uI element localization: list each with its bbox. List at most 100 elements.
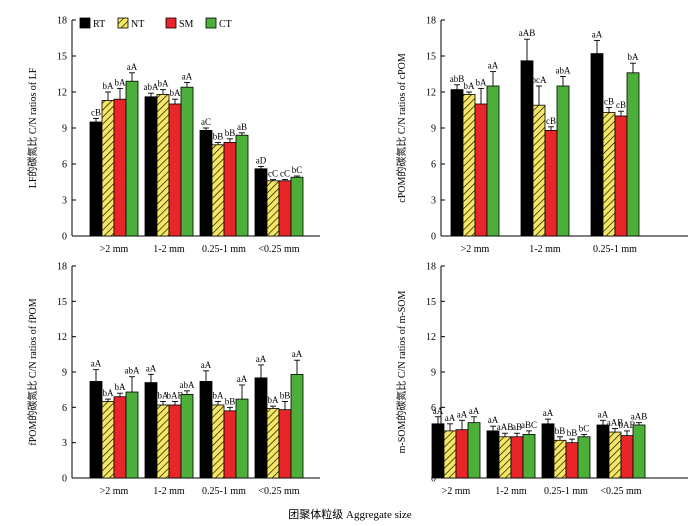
bar-sm <box>614 115 628 237</box>
bar-sm <box>474 103 488 237</box>
y-tick-label: 3 <box>431 196 436 207</box>
significance-label: bA <box>268 395 280 405</box>
bar-sm <box>223 141 237 237</box>
x-tick-label: >2 mm <box>100 244 129 255</box>
y-tick-label: 9 <box>431 368 436 379</box>
bar-nt <box>211 404 225 479</box>
y-tick-label: 18 <box>426 16 436 27</box>
significance-label: aBC <box>521 420 537 430</box>
significance-label: aAB <box>631 412 648 422</box>
bar-ct <box>235 398 249 479</box>
y-tick-label: 15 <box>57 297 67 308</box>
panel-cpom: 0 3 6 9 12 15 18 cPOM的碳氮比 C/N ratios of cPOM abB… <box>395 16 688 255</box>
bar-ct <box>290 373 304 479</box>
bar-rt <box>450 89 464 237</box>
x-tick-label: 1-2 mm <box>529 244 561 255</box>
bar-sm <box>510 436 524 479</box>
significance-label: bB <box>225 396 236 406</box>
bar-rt <box>89 121 103 237</box>
y-tick-label: 6 <box>62 403 67 414</box>
significance-label: abA <box>125 366 140 376</box>
bar-ct <box>486 85 500 237</box>
bar-sm <box>168 103 182 237</box>
significance-label: aA <box>182 71 193 81</box>
significance-label: cB <box>604 97 614 107</box>
significance-label: aA <box>488 415 499 425</box>
significance-label: aA <box>598 409 609 419</box>
significance-label: bA <box>213 390 225 400</box>
significance-label: cC <box>280 169 290 179</box>
significance-label: aAB <box>497 422 514 432</box>
y-axis-label: m-SOM的碳氮比 C/N ratios of m-SOM <box>395 291 408 454</box>
significance-label: bAB <box>618 420 635 430</box>
bar-rt <box>590 53 604 237</box>
bar-ct <box>467 422 481 479</box>
bar-ct <box>626 72 640 237</box>
bar-rt <box>486 430 500 479</box>
y-axis-label: fPOM的碳氮比 C/N ratios of fPOM <box>26 298 39 445</box>
significance-label: bA <box>103 388 115 398</box>
legend-label-nt: NT <box>131 19 144 30</box>
y-tick-label: 18 <box>57 262 67 273</box>
y-tick-label: 12 <box>426 88 436 99</box>
significance-label: aA <box>237 374 248 384</box>
bar-rt <box>199 381 213 479</box>
bar-rt <box>144 382 158 479</box>
bar-rt <box>144 96 158 237</box>
significance-label: aAB <box>607 418 624 428</box>
y-tick-label: 12 <box>57 88 67 99</box>
bar-nt <box>602 112 616 237</box>
significance-label: aC <box>201 117 211 127</box>
bar-rt <box>541 423 555 479</box>
bar-ct <box>180 86 194 237</box>
significance-label: abB <box>450 74 465 84</box>
bar-sm <box>565 442 579 479</box>
bar-rt <box>520 60 534 237</box>
bar-ct <box>632 424 646 479</box>
bar-sm <box>113 396 127 479</box>
significance-label: aA <box>146 363 157 373</box>
x-axis-title: 团聚体粒级 Aggregate size <box>288 507 412 521</box>
x-tick-label: <0.25 mm <box>258 486 299 497</box>
y-tick-label: 0 <box>431 232 436 243</box>
x-tick-label: >2 mm <box>461 244 490 255</box>
significance-label: bB <box>213 131 224 141</box>
bar-rt <box>254 168 268 237</box>
y-tick-label: 0 <box>62 474 67 485</box>
significance-label: cC <box>268 169 278 179</box>
y-tick-label: 12 <box>426 332 436 343</box>
significance-label: aA <box>91 359 102 369</box>
bar-nt <box>532 104 546 237</box>
x-tick-label: 0.25-1 mm <box>202 486 246 497</box>
legend-swatch-nt <box>117 17 129 29</box>
significance-label: aB <box>512 422 522 432</box>
significance-label: aA <box>433 406 444 416</box>
bar-nt <box>608 431 622 479</box>
bar-nt <box>101 100 115 237</box>
y-tick-label: 18 <box>57 16 67 27</box>
significance-label: aA <box>457 409 468 419</box>
significance-label: aA <box>127 62 138 72</box>
significance-label: bB <box>225 128 236 138</box>
significance-label: bcA <box>532 75 547 85</box>
bar-ct <box>290 176 304 237</box>
bar-nt <box>156 404 170 479</box>
y-tick-label: 15 <box>426 297 436 308</box>
significance-label: aA <box>292 349 303 359</box>
significance-label: aA <box>201 360 212 370</box>
y-tick-label: 6 <box>431 160 436 171</box>
bar-sm <box>620 435 634 479</box>
significance-label: abA <box>556 65 571 75</box>
significance-label: bA <box>158 390 170 400</box>
bar-ct <box>180 393 194 479</box>
x-tick-label: 0.25-1 mm <box>544 486 588 497</box>
x-tick-label: >2 mm <box>442 486 471 497</box>
y-axis-label: cPOM的碳氮比 C/N ratios of cPOM <box>395 53 408 203</box>
bar-sm <box>168 404 182 479</box>
bar-rt <box>431 423 445 479</box>
y-tick-label: 9 <box>431 124 436 135</box>
legend-swatch-sm <box>165 17 177 29</box>
significance-label: cB <box>546 116 556 126</box>
significance-label: bB <box>280 390 291 400</box>
bar-sm <box>278 409 292 479</box>
